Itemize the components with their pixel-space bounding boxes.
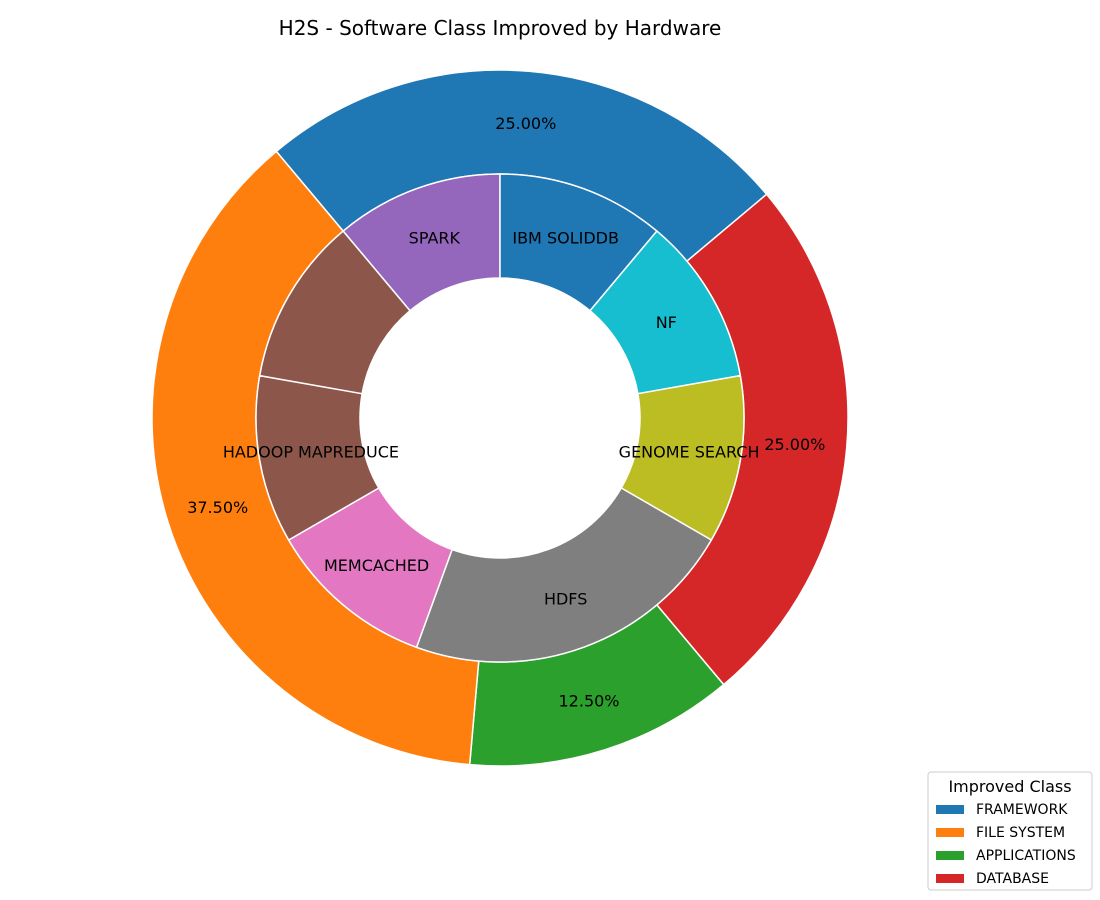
chart-title: H2S - Software Class Improved by Hardwar… <box>279 16 722 40</box>
inner-label-ibm-soliddb: IBM SOLIDDB <box>512 229 619 248</box>
inner-label-hdfs: HDFS <box>544 589 587 608</box>
legend-swatch-applications <box>936 851 964 860</box>
legend-label-file-system: FILE SYSTEM <box>976 825 1065 841</box>
legend: Improved Class FRAMEWORK FILE SYSTEM APPLI… <box>927 771 1093 891</box>
legend-label-database: DATABASE <box>976 871 1049 887</box>
legend-box <box>927 771 1093 891</box>
legend-swatch-framework <box>936 805 964 814</box>
percent-label-framework: 25.00% <box>495 114 556 133</box>
legend-title: Improved Class <box>948 777 1071 796</box>
legend-swatch-file-system <box>936 828 964 837</box>
legend-entries: FRAMEWORK FILE SYSTEM APPLICATIONS DATABASE <box>936 802 1076 887</box>
outer-ring <box>151 69 849 767</box>
inner-label-genome-search: GENOME SEARCH <box>619 442 760 461</box>
percent-label-file-system: 37.50% <box>187 498 248 517</box>
inner-label-nf: NF <box>656 313 677 332</box>
outer-percent-labels: 25.00% 25.00% 12.50% 37.50% <box>187 114 825 710</box>
inner-label-spark: SPARK <box>409 229 461 248</box>
inner-category-labels: SPARK IBM SOLIDDB NF GENOME SEARCH HDFS MEMCA… <box>223 229 760 609</box>
inner-slice-unlabeled-7 <box>258 230 412 395</box>
percent-label-applications: 12.50% <box>559 691 620 710</box>
legend-label-framework: FRAMEWORK <box>976 802 1068 818</box>
inner-slice-hdfs <box>415 486 713 663</box>
inner-ring <box>255 173 745 663</box>
inner-label-hadoop-mapreduce: HADOOP MAPREDUCE <box>223 442 399 461</box>
legend-swatch-database <box>936 874 964 883</box>
percent-label-database: 25.00% <box>764 435 825 454</box>
inner-label-memcached: MEMCACHED <box>324 556 429 575</box>
legend-label-applications: APPLICATIONS <box>976 848 1076 864</box>
